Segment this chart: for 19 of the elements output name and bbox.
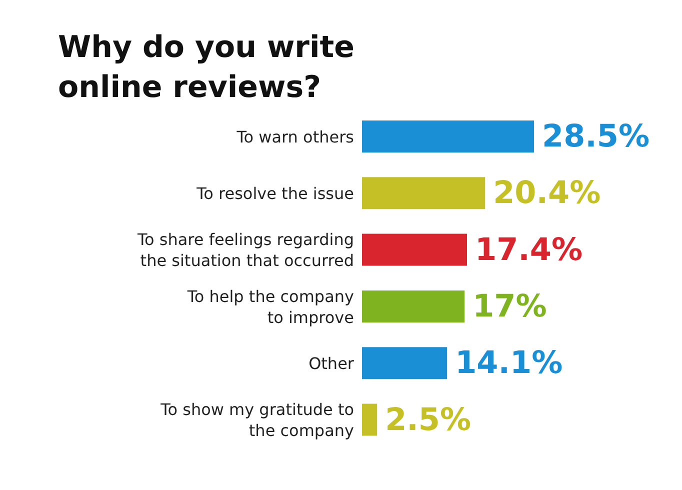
bar [362, 347, 448, 380]
data-label: 2.5% [385, 402, 472, 438]
y-tick-label: To resolve the issue [196, 184, 354, 202]
data-label: 17% [472, 288, 547, 324]
y-tick-label: To help the company to improve [186, 286, 354, 326]
y-tick-label: To warn others [236, 126, 354, 146]
chart-title: Why do you write online reviews? [57, 29, 356, 107]
data-label: 17.4% [475, 232, 583, 268]
bar [362, 234, 468, 266]
bar [362, 404, 378, 436]
data-label: 14.1% [455, 345, 563, 382]
data-label: 20.4% [493, 175, 601, 212]
bar [362, 120, 534, 152]
bar [362, 177, 486, 210]
data-label: 28.5% [542, 118, 650, 154]
y-tick-label: To show my gratitude to the company [160, 400, 354, 440]
y-tick-label: To share feelings regarding the situation that occurred [136, 230, 354, 270]
y-tick-label: Other [308, 354, 354, 372]
bar [362, 290, 465, 322]
